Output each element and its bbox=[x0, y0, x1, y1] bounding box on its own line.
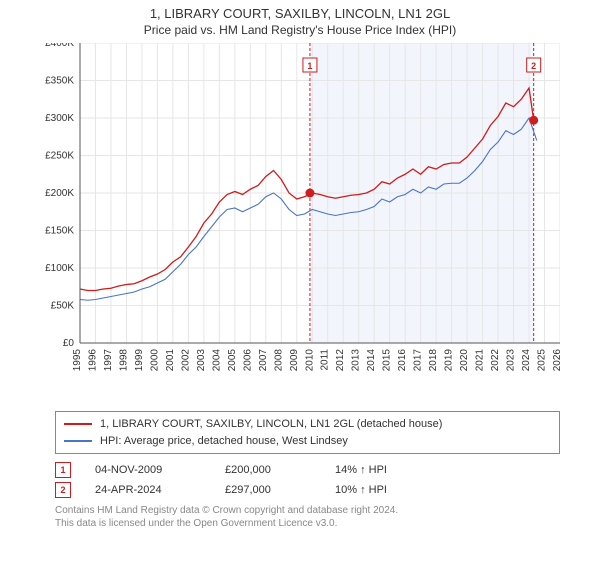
svg-text:1995: 1995 bbox=[72, 349, 83, 372]
svg-text:2000: 2000 bbox=[149, 349, 160, 372]
svg-text:2012: 2012 bbox=[335, 349, 346, 372]
svg-text:2004: 2004 bbox=[211, 349, 222, 372]
legend-label: 1, LIBRARY COURT, SAXILBY, LINCOLN, LN1 … bbox=[100, 416, 442, 433]
marker-number-box: 2 bbox=[55, 482, 71, 498]
marker-price: £297,000 bbox=[225, 484, 335, 496]
svg-text:2025: 2025 bbox=[537, 349, 548, 372]
chart-subtitle: Price paid vs. HM Land Registry's House … bbox=[0, 23, 600, 37]
marker-date: 04-NOV-2009 bbox=[95, 464, 225, 476]
chart-container: £0 £50K £100K £150K £200K £250K £300K £350K £400… bbox=[40, 43, 600, 403]
svg-text:1997: 1997 bbox=[103, 349, 114, 372]
legend-item: HPI: Average price, detached house, West… bbox=[64, 433, 551, 450]
svg-text:2014: 2014 bbox=[366, 349, 377, 372]
attribution-footer: Contains HM Land Registry data © Crown c… bbox=[55, 504, 560, 530]
svg-text:2013: 2013 bbox=[351, 349, 362, 372]
svg-text:1: 1 bbox=[307, 61, 312, 71]
svg-text:2003: 2003 bbox=[196, 349, 207, 372]
svg-text:2018: 2018 bbox=[428, 349, 439, 372]
marker-pct: 10% ↑ HPI bbox=[335, 484, 455, 496]
svg-text:£100K: £100K bbox=[45, 263, 74, 274]
svg-text:2011: 2011 bbox=[320, 349, 331, 371]
svg-text:£250K: £250K bbox=[45, 151, 74, 162]
svg-text:2021: 2021 bbox=[475, 349, 486, 372]
svg-text:2007: 2007 bbox=[258, 349, 269, 372]
marker-pct: 14% ↑ HPI bbox=[335, 464, 455, 476]
svg-text:2017: 2017 bbox=[413, 349, 424, 372]
legend-label: HPI: Average price, detached house, West… bbox=[100, 433, 348, 450]
svg-text:2026: 2026 bbox=[552, 349, 560, 372]
svg-text:1996: 1996 bbox=[87, 349, 98, 372]
legend-swatch bbox=[64, 440, 92, 442]
svg-text:1999: 1999 bbox=[134, 349, 145, 372]
svg-text:2005: 2005 bbox=[227, 349, 238, 372]
svg-text:2024: 2024 bbox=[521, 349, 532, 372]
footer-line-1: Contains HM Land Registry data © Crown c… bbox=[55, 504, 560, 517]
chart-title: 1, LIBRARY COURT, SAXILBY, LINCOLN, LN1 … bbox=[0, 6, 600, 21]
price-chart: £0 £50K £100K £150K £200K £250K £300K £350K £400… bbox=[40, 43, 560, 403]
svg-text:£300K: £300K bbox=[45, 113, 74, 124]
svg-text:1998: 1998 bbox=[118, 349, 129, 372]
marker-date: 24-APR-2024 bbox=[95, 484, 225, 496]
svg-text:2002: 2002 bbox=[180, 349, 191, 372]
svg-text:£400K: £400K bbox=[45, 43, 74, 49]
marker-row: 1 04-NOV-2009£200,00014% ↑ HPI bbox=[55, 460, 560, 480]
svg-text:£0: £0 bbox=[63, 338, 75, 349]
svg-text:2001: 2001 bbox=[165, 349, 176, 372]
svg-text:2015: 2015 bbox=[382, 349, 393, 372]
markers-table: 1 04-NOV-2009£200,00014% ↑ HPI 2 24-APR-202… bbox=[55, 460, 560, 500]
svg-text:2009: 2009 bbox=[289, 349, 300, 372]
svg-text:£50K: £50K bbox=[51, 301, 75, 312]
svg-text:2016: 2016 bbox=[397, 349, 408, 372]
marker-price: £200,000 bbox=[225, 464, 335, 476]
svg-text:2023: 2023 bbox=[506, 349, 517, 372]
svg-text:£200K: £200K bbox=[45, 188, 74, 199]
svg-text:2010: 2010 bbox=[304, 349, 315, 372]
svg-text:£350K: £350K bbox=[45, 76, 74, 87]
svg-text:2019: 2019 bbox=[444, 349, 455, 372]
marker-row: 2 24-APR-2024£297,00010% ↑ HPI bbox=[55, 480, 560, 500]
svg-text:2: 2 bbox=[531, 61, 536, 71]
svg-text:2006: 2006 bbox=[242, 349, 253, 372]
marker-number-box: 1 bbox=[55, 462, 71, 478]
legend-swatch bbox=[64, 423, 92, 425]
footer-line-2: This data is licensed under the Open Gov… bbox=[55, 517, 560, 530]
legend-item: 1, LIBRARY COURT, SAXILBY, LINCOLN, LN1 … bbox=[64, 416, 551, 433]
svg-text:2020: 2020 bbox=[459, 349, 470, 372]
svg-text:2022: 2022 bbox=[490, 349, 501, 372]
legend: 1, LIBRARY COURT, SAXILBY, LINCOLN, LN1 … bbox=[55, 411, 560, 454]
svg-text:2008: 2008 bbox=[273, 349, 284, 372]
svg-text:£150K: £150K bbox=[45, 226, 74, 237]
